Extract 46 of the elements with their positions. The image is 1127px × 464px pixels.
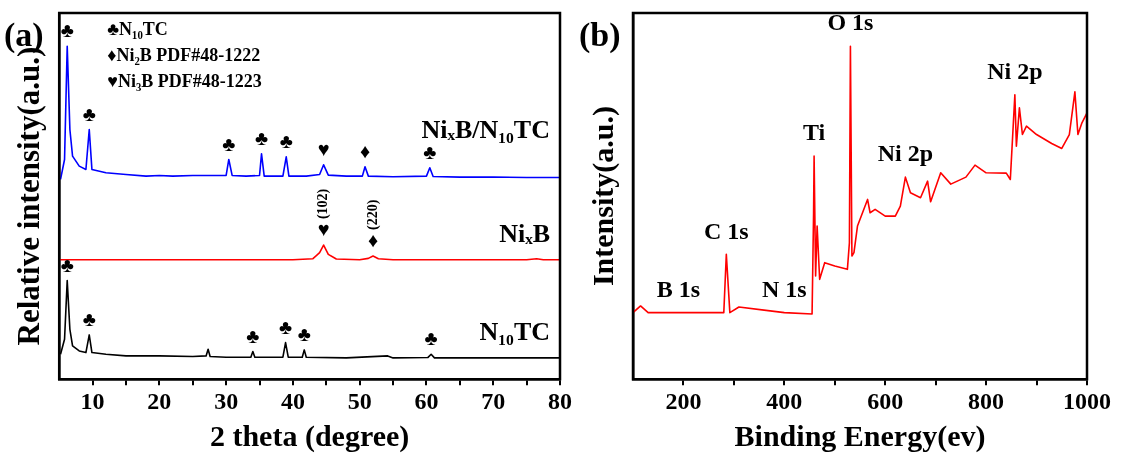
x-tick-label: 30	[214, 387, 239, 414]
annotation: ♣	[82, 102, 96, 125]
annotation: Ti	[802, 119, 826, 146]
annotation: N 1s	[762, 275, 807, 302]
x-tick-label: 40	[280, 387, 305, 414]
annotation: Ni 2p	[987, 58, 1043, 85]
x-tick-label: 20	[147, 387, 172, 414]
x-tick-label: 60	[414, 387, 439, 414]
text: ♣N₁₀TC	[107, 19, 168, 39]
annotation: ♣	[60, 19, 74, 42]
annotation: ♣	[279, 129, 293, 152]
x-tick-label: 50	[347, 387, 372, 414]
x-tick-label: 70	[481, 387, 506, 414]
annotation: C 1s	[703, 217, 749, 244]
annotation: ♣	[254, 126, 269, 149]
annotation: O 1s	[827, 9, 874, 36]
annotation: (220)	[364, 199, 381, 231]
annotation: ♥Ni₃B PDF#48-1223	[107, 71, 262, 91]
series-label: N₁₀TC	[479, 316, 550, 346]
annotation: ♣	[297, 323, 311, 346]
x-tick-label: 200	[665, 387, 702, 414]
x-tick-label: 10	[80, 387, 105, 414]
annotation: ♣	[279, 315, 293, 338]
annotation: ♣	[424, 327, 438, 350]
x-tick-label: 800	[968, 387, 1005, 414]
annotation: ♥	[317, 218, 330, 241]
annotation: ♥	[317, 137, 330, 160]
annotation: B 1s	[656, 275, 701, 302]
x-axis-title: 2 theta (degree)	[209, 418, 410, 453]
annotation: ♣	[82, 308, 96, 331]
x-tick-label: 600	[867, 387, 904, 414]
annotation: ♣	[60, 253, 74, 276]
y-axis-title: Intensity(a.u.)	[585, 106, 620, 287]
x-tick-label: 1000	[1063, 387, 1111, 414]
annotation: ♦	[359, 139, 371, 162]
annotation: ♦	[367, 229, 379, 252]
annotation: Ni 2p	[877, 140, 934, 167]
x-tick-label: 80	[548, 387, 572, 414]
annotation: (102)	[315, 188, 332, 220]
chart-title: (b)	[579, 16, 621, 54]
annotation: ♦Ni₂B PDF#48-1222	[107, 45, 261, 65]
x-axis-title: Binding Energy(ev)	[734, 418, 986, 453]
series-label: NiₓB	[499, 218, 550, 248]
x-tick-label: 400	[766, 387, 803, 414]
annotation: ♣	[246, 324, 260, 347]
annotation: ♣	[222, 132, 236, 155]
